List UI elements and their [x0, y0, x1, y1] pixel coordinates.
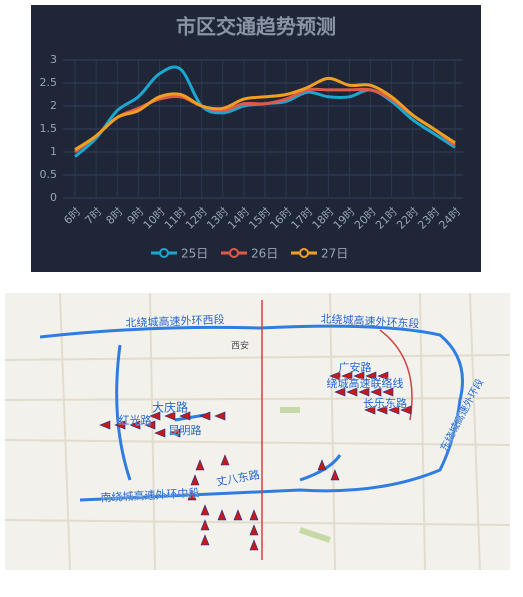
legend-swatch-dot	[229, 248, 239, 258]
parks	[280, 407, 331, 543]
y-tick-label: 3	[50, 53, 57, 66]
map-label: 北绕城高速外环西段	[125, 312, 224, 329]
legend-swatch-dot	[159, 248, 169, 258]
legend-label: 25日	[181, 247, 208, 261]
series-line	[74, 76, 456, 151]
y-tick-label: 1	[50, 145, 57, 158]
y-tick-label: 0	[50, 191, 57, 204]
legend-label: 26日	[251, 247, 278, 261]
legend-label: 27日	[321, 247, 348, 261]
chart-title: 市区交通趋势预测	[176, 15, 336, 39]
y-tick-label: 2.5	[40, 76, 58, 89]
metro-lines	[261, 300, 413, 560]
congestion-markers	[99, 371, 412, 551]
map-label: 广安路	[339, 360, 372, 374]
minor-roads	[4, 292, 511, 571]
series-line	[74, 87, 456, 154]
map-label: 大庆路	[152, 400, 188, 415]
y-tick-label: 2	[50, 99, 57, 112]
map-label: 长乐东路	[363, 397, 407, 410]
chart-background	[31, 5, 481, 272]
map-label: 红光路	[119, 413, 152, 427]
legend-swatch-dot	[299, 248, 309, 258]
map-label: 昆明路	[169, 424, 202, 437]
map-label: 北绕城高速外环东段	[320, 311, 420, 330]
y-tick-label: 0.5	[40, 168, 58, 181]
y-tick-label: 1.5	[40, 122, 58, 135]
map-label: 西安	[231, 340, 249, 352]
map-label: 南绕城高速外环中段	[100, 485, 200, 504]
map-label: 绕城高速联络线	[327, 376, 404, 390]
